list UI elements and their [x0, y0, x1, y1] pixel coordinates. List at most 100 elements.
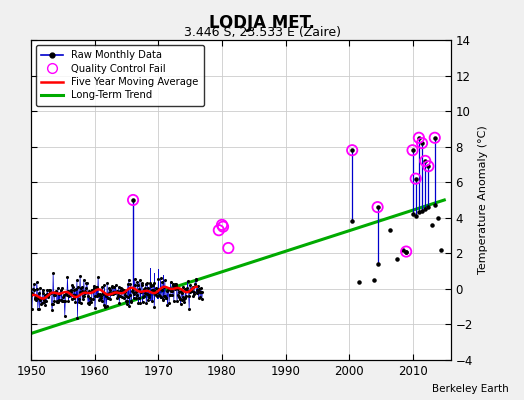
- Point: [195, 289, 204, 295]
- Point: [431, 202, 439, 208]
- Point: [165, 300, 173, 306]
- Point: [39, 296, 48, 303]
- Point: [159, 296, 167, 302]
- Point: [129, 295, 138, 301]
- Point: [53, 298, 61, 304]
- Point: [46, 287, 54, 294]
- Point: [431, 134, 439, 141]
- Point: [45, 287, 53, 293]
- Point: [38, 300, 46, 306]
- Point: [179, 284, 187, 290]
- Point: [136, 277, 144, 283]
- Point: [115, 300, 124, 306]
- Point: [431, 134, 439, 141]
- Point: [421, 206, 430, 212]
- Point: [123, 298, 131, 304]
- Point: [174, 289, 183, 295]
- Point: [106, 296, 115, 302]
- Point: [30, 281, 38, 287]
- Point: [186, 281, 194, 288]
- Point: [81, 288, 90, 294]
- Point: [137, 288, 145, 295]
- Point: [75, 289, 84, 295]
- Point: [43, 294, 52, 300]
- Point: [135, 285, 144, 292]
- Point: [129, 197, 137, 203]
- Point: [193, 283, 202, 290]
- Point: [28, 290, 37, 296]
- Point: [195, 286, 203, 292]
- Point: [49, 270, 57, 277]
- Point: [434, 214, 442, 221]
- Point: [33, 286, 41, 292]
- Point: [102, 290, 110, 297]
- Point: [73, 315, 82, 321]
- Point: [219, 224, 227, 230]
- Point: [124, 281, 132, 287]
- Point: [132, 295, 140, 302]
- Point: [198, 289, 206, 295]
- Point: [173, 298, 181, 305]
- Point: [128, 286, 137, 293]
- Point: [148, 287, 157, 293]
- Point: [421, 158, 430, 164]
- Point: [143, 279, 151, 286]
- Point: [59, 294, 68, 300]
- Point: [402, 248, 410, 255]
- Point: [51, 292, 59, 299]
- Point: [428, 222, 436, 228]
- Point: [167, 288, 176, 294]
- Point: [35, 306, 43, 312]
- Point: [99, 289, 107, 296]
- Point: [140, 285, 149, 291]
- Point: [165, 286, 173, 292]
- Point: [140, 293, 148, 299]
- Point: [196, 285, 205, 291]
- Point: [117, 285, 125, 291]
- Point: [113, 294, 122, 301]
- Point: [82, 280, 91, 287]
- Point: [56, 290, 64, 296]
- Point: [85, 298, 94, 305]
- Point: [134, 282, 142, 288]
- Point: [159, 296, 168, 303]
- Point: [196, 294, 204, 300]
- Point: [31, 293, 40, 299]
- Point: [34, 294, 42, 301]
- Point: [109, 290, 117, 297]
- Point: [127, 298, 135, 305]
- Point: [163, 288, 171, 294]
- Point: [188, 288, 196, 294]
- Point: [113, 288, 121, 295]
- Point: [75, 298, 83, 305]
- Point: [142, 300, 150, 306]
- Point: [95, 290, 104, 297]
- Point: [146, 280, 154, 286]
- Point: [45, 291, 53, 298]
- Point: [144, 284, 152, 291]
- Point: [144, 296, 152, 303]
- Point: [94, 292, 103, 299]
- Point: [42, 291, 51, 297]
- Point: [69, 292, 78, 298]
- Point: [374, 204, 382, 210]
- Point: [408, 147, 417, 154]
- Point: [161, 293, 170, 300]
- Point: [143, 291, 151, 298]
- Point: [414, 209, 423, 216]
- Point: [88, 287, 96, 294]
- Point: [183, 288, 191, 294]
- Point: [46, 289, 54, 296]
- Point: [86, 299, 95, 306]
- Point: [129, 289, 137, 296]
- Point: [215, 227, 223, 234]
- Point: [170, 298, 178, 304]
- Point: [218, 222, 226, 228]
- Point: [92, 284, 100, 290]
- Point: [85, 301, 93, 307]
- Point: [153, 288, 161, 295]
- Point: [27, 292, 36, 298]
- Point: [39, 290, 47, 296]
- Point: [411, 213, 420, 219]
- Point: [166, 292, 174, 298]
